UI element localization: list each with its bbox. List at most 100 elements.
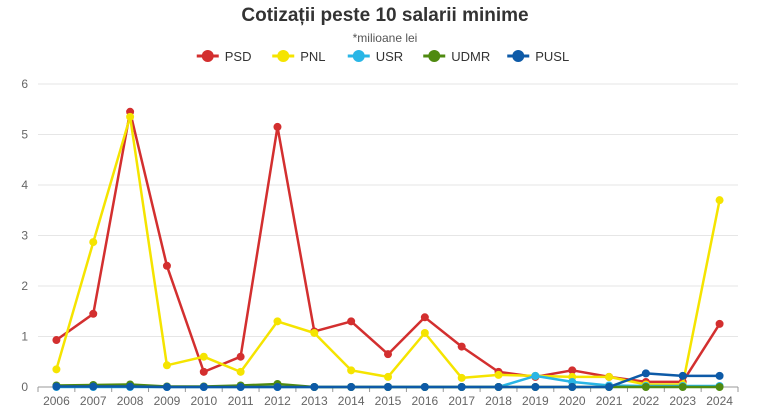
x-tick-label: 2016 (411, 394, 438, 408)
legend-label: PSD (225, 49, 252, 64)
legend-swatch-marker (277, 50, 290, 62)
data-point-udmr[interactable] (715, 383, 724, 391)
data-point-pnl[interactable] (494, 370, 503, 379)
data-point-udmr[interactable] (678, 383, 687, 391)
data-point-pnl[interactable] (273, 317, 282, 326)
legend-item-udmr[interactable]: UDMR (423, 49, 490, 64)
data-point-psd[interactable] (199, 367, 208, 376)
data-point-psd[interactable] (273, 122, 282, 131)
data-point-usr[interactable] (531, 371, 540, 380)
y-tick-label: 4 (21, 178, 28, 192)
x-tick-label: 2020 (559, 394, 586, 408)
legend-swatch-marker (201, 50, 214, 62)
data-point-pusl[interactable] (310, 383, 319, 391)
data-point-pusl[interactable] (384, 383, 392, 391)
data-point-psd[interactable] (715, 319, 724, 328)
data-point-pnl[interactable] (236, 367, 245, 376)
x-tick-label: 2019 (522, 394, 549, 408)
data-point-pusl[interactable] (715, 371, 724, 380)
data-point-pusl[interactable] (531, 383, 540, 391)
x-tick-label: 2023 (669, 394, 696, 408)
legend-swatch-marker (352, 50, 365, 62)
data-point-pnl[interactable] (52, 365, 61, 374)
x-tick-label: 2014 (338, 394, 365, 408)
y-axis: 0 1 2 3 4 5 6 (21, 77, 28, 394)
data-point-pusl[interactable] (273, 383, 282, 391)
data-point-psd[interactable] (162, 261, 171, 270)
data-point-pusl[interactable] (347, 383, 356, 391)
data-point-pusl[interactable] (199, 383, 208, 391)
x-tick-label: 2021 (596, 394, 623, 408)
data-point-pusl[interactable] (89, 382, 98, 391)
data-point-pnl[interactable] (310, 328, 319, 337)
data-point-psd[interactable] (236, 352, 245, 361)
legend-swatch-marker (428, 50, 441, 62)
legend-label: PUSL (535, 49, 569, 64)
legend-item-pnl[interactable]: PNL (272, 49, 326, 64)
data-point-pnl[interactable] (347, 366, 356, 375)
data-point-pnl[interactable] (89, 238, 98, 247)
series-psd (52, 107, 724, 386)
x-tick-label: 2006 (43, 394, 70, 408)
data-point-psd[interactable] (420, 313, 429, 322)
series-pnl (52, 112, 724, 389)
data-point-pusl[interactable] (568, 383, 577, 391)
data-point-pusl[interactable] (641, 369, 650, 378)
chart-legend: PSD PNL USR UDMR PUSL (196, 49, 569, 64)
data-point-psd[interactable] (347, 317, 356, 326)
data-point-pusl[interactable] (457, 383, 466, 391)
data-point-pnl[interactable] (605, 372, 614, 381)
data-point-pusl[interactable] (678, 371, 687, 380)
chart-subtitle: *milioane lei (353, 31, 418, 45)
x-tick-label: 2018 (485, 394, 512, 408)
data-point-pusl[interactable] (52, 382, 61, 391)
data-point-pusl[interactable] (162, 383, 171, 391)
legend-item-psd[interactable]: PSD (196, 49, 252, 64)
x-tick-label: 2022 (633, 394, 660, 408)
data-point-psd[interactable] (568, 366, 577, 375)
data-point-psd[interactable] (457, 342, 466, 351)
x-tick-label: 2012 (264, 394, 291, 408)
x-tick-label: 2007 (80, 394, 107, 408)
data-point-pnl[interactable] (384, 372, 392, 381)
y-tick-label: 2 (21, 279, 28, 293)
series-pusl (52, 369, 724, 391)
data-point-pusl[interactable] (605, 383, 614, 391)
x-tick-label: 2017 (448, 394, 475, 408)
y-tick-label: 5 (21, 128, 28, 142)
x-tick-label: 2013 (301, 394, 328, 408)
data-point-pusl[interactable] (494, 383, 503, 391)
x-tick-label: 2015 (375, 394, 402, 408)
series-line-psd (55, 110, 721, 384)
x-tick-label: 2009 (154, 394, 181, 408)
legend-label: UDMR (451, 49, 490, 64)
legend-label: PNL (300, 49, 325, 64)
x-tick-label: 2010 (190, 394, 217, 408)
data-point-pnl[interactable] (199, 352, 208, 361)
y-tick-label: 0 (21, 380, 28, 394)
data-point-pnl[interactable] (162, 361, 171, 370)
data-point-pusl[interactable] (236, 383, 245, 391)
series-line-pnl (55, 115, 721, 386)
x-tick-label: 2011 (228, 394, 254, 408)
y-tick-label: 1 (21, 330, 28, 344)
data-point-psd[interactable] (52, 336, 61, 345)
data-point-pnl[interactable] (420, 328, 429, 337)
data-point-udmr[interactable] (641, 383, 650, 391)
data-point-psd[interactable] (89, 309, 98, 318)
legend-item-pusl[interactable]: PUSL (507, 49, 569, 64)
data-point-psd[interactable] (384, 350, 392, 359)
legend-label: USR (376, 49, 403, 64)
chart-title: Cotizații peste 10 salarii minime (241, 5, 528, 26)
x-tick-label: 2024 (706, 394, 733, 408)
data-point-pnl[interactable] (457, 373, 466, 382)
data-point-pusl[interactable] (420, 383, 429, 391)
legend-swatch-marker (512, 50, 525, 62)
y-tick-label: 3 (21, 229, 28, 243)
data-point-pusl[interactable] (126, 382, 135, 391)
data-point-pnl[interactable] (715, 196, 724, 205)
data-point-pnl[interactable] (126, 112, 135, 121)
legend-item-usr[interactable]: USR (347, 49, 403, 64)
